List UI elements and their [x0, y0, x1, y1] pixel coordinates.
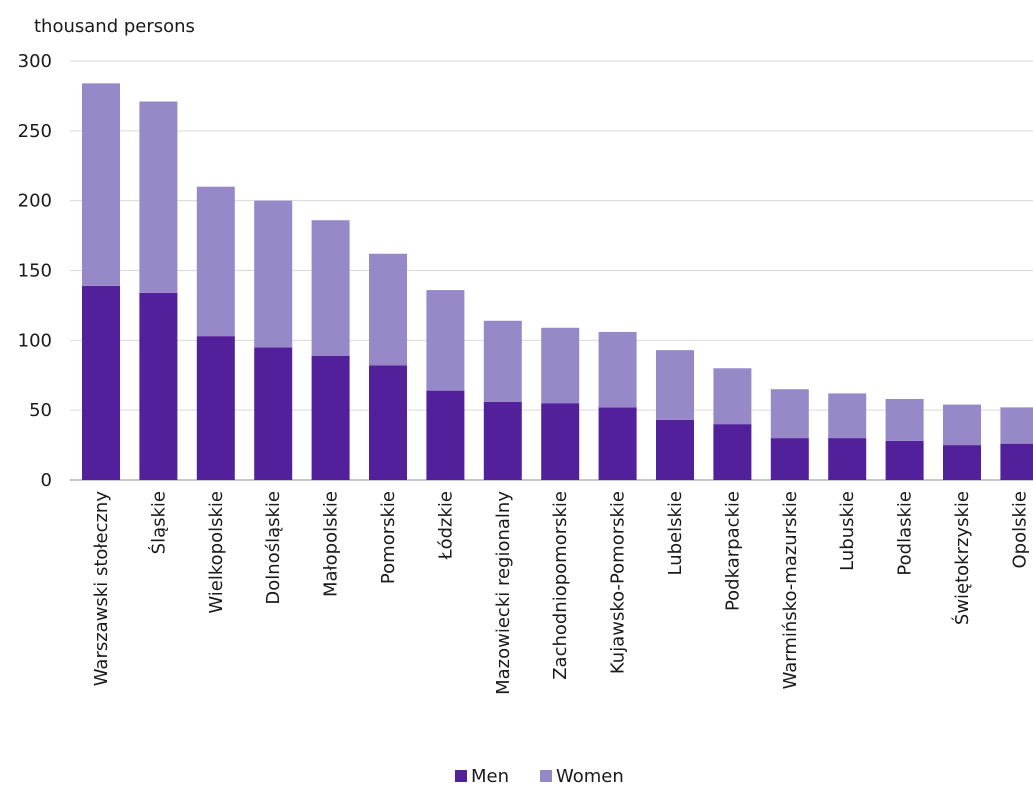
x-category-label: Śląskie: [147, 491, 169, 554]
x-category-label: Lubuskie: [837, 491, 858, 571]
bar-women-13: [828, 393, 867, 439]
bar-men-5: [369, 365, 407, 480]
bar-women-11: [713, 368, 752, 425]
legend-label-men: Men: [471, 766, 509, 787]
x-category-label: Lubelskie: [665, 491, 686, 576]
x-category-label: Mazowiecki regionalny: [493, 491, 514, 695]
bar-men-11: [713, 424, 752, 480]
bar-women-4: [311, 220, 350, 356]
x-category-label: Podkarpackie: [722, 491, 743, 611]
legend: Men Women: [455, 766, 624, 787]
x-category-label: Opolskie: [1009, 491, 1030, 568]
x-category-label: Podlaskie: [895, 491, 916, 576]
bar-women-8: [541, 327, 580, 404]
bar-men-6: [426, 390, 465, 480]
bar-men-15: [943, 445, 981, 480]
legend-swatch-women: [540, 770, 552, 782]
x-category-label: Świętokrzyskie: [951, 491, 973, 625]
bar-women-16: [1000, 407, 1033, 444]
bar-men-9: [598, 407, 637, 480]
bar-women-2: [196, 186, 235, 337]
y-tick-label: 200: [18, 191, 52, 212]
y-tick-label: 50: [29, 400, 52, 421]
x-category-label: Warszawski stołeczny: [91, 491, 112, 687]
bar-men-1: [139, 292, 178, 480]
x-axis-labels: Warszawski stołeczny Śląskie Wielkopolskie…: [91, 491, 1030, 695]
legend-swatch-men: [455, 770, 467, 782]
bar-women-14: [885, 398, 924, 441]
x-category-label: Łódzkie: [435, 491, 456, 561]
x-category-label: Kujawsko-Pomorskie: [608, 491, 629, 674]
bar-women-10: [656, 350, 694, 420]
y-tick-label: 0: [41, 470, 52, 491]
bar-women-12: [770, 389, 809, 439]
legend-label-women: Women: [556, 766, 624, 787]
bar-women-3: [254, 200, 293, 348]
bar-women-15: [943, 404, 981, 446]
bar-women-5: [369, 253, 407, 366]
x-category-label: Warmińsko-mazurskie: [780, 491, 801, 689]
x-category-label: Zachodniopomorskie: [550, 491, 571, 680]
y-axis-unit-label: thousand persons: [34, 16, 195, 37]
bar-men-2: [196, 336, 235, 480]
bar-women-7: [483, 320, 522, 402]
bar-men-0: [82, 285, 120, 480]
bar-men-16: [1000, 443, 1033, 480]
bar-men-14: [885, 440, 924, 480]
y-tick-label: 100: [18, 330, 52, 351]
bar-men-13: [828, 438, 867, 480]
bar-men-7: [483, 401, 522, 480]
y-tick-label: 250: [18, 121, 52, 142]
bar-women-1: [139, 101, 178, 293]
bar-men-12: [770, 438, 809, 480]
bar-women-9: [598, 331, 637, 408]
bar-men-8: [541, 403, 580, 480]
x-category-label: Małopolskie: [321, 491, 342, 597]
x-category-label: Wielkopolskie: [206, 491, 227, 614]
x-category-label: Pomorskie: [378, 491, 399, 584]
bar-men-3: [254, 347, 293, 480]
bars: [82, 83, 1033, 480]
bar-men-4: [311, 355, 350, 480]
x-category-label: Dolnośląskie: [263, 491, 284, 605]
y-tick-label: 300: [18, 51, 52, 72]
bar-men-10: [656, 419, 694, 480]
bar-women-0: [82, 83, 120, 286]
y-tick-label: 150: [18, 261, 52, 282]
y-axis-ticks: 0 50 100 150 200 250 300: [18, 51, 52, 491]
bar-women-6: [426, 290, 465, 391]
